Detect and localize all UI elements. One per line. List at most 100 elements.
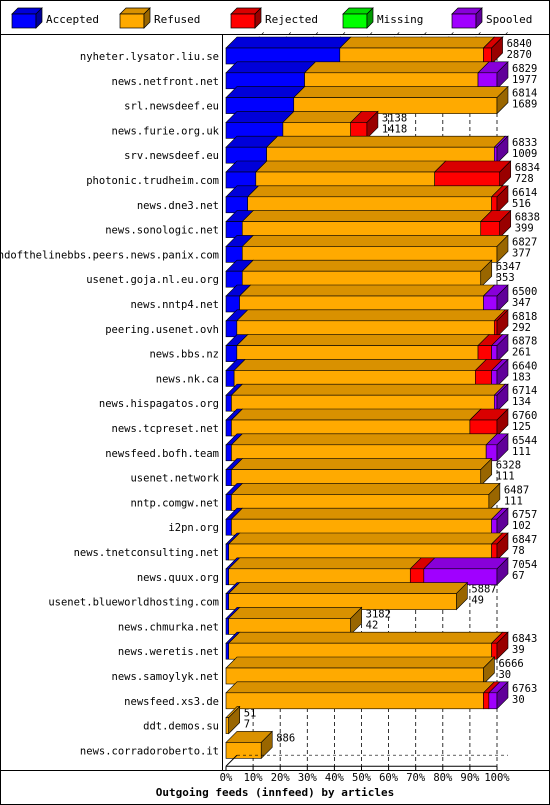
row-total: 6760 — [512, 410, 537, 422]
bar-end-face — [491, 36, 503, 65]
bar-row: 517 — [225, 705, 257, 735]
row-total: 6487 — [504, 484, 529, 496]
row-total: 6544 — [512, 435, 537, 447]
row-accepted: 1418 — [382, 123, 407, 135]
row-accepted: 1689 — [512, 99, 537, 111]
row-accepted: 7 — [244, 719, 250, 731]
bar-segment-accepted-top — [225, 111, 295, 123]
bar-segment-refused-top — [339, 36, 496, 49]
row-accepted: 111 — [504, 495, 523, 507]
bar-end-face — [366, 110, 379, 140]
bar-segment-refused-top — [230, 408, 482, 421]
bar-segment-refused-top — [265, 135, 507, 148]
row-accepted: 134 — [512, 396, 531, 408]
bar-segment-refused-top — [236, 309, 507, 322]
bar-segment-refused — [225, 742, 262, 759]
row-total: 6614 — [512, 187, 537, 199]
bar-segment-accepted — [225, 618, 230, 635]
row-accepted: 1977 — [512, 74, 537, 86]
row-accepted: 261 — [512, 347, 531, 359]
bar-segment-accepted-top — [225, 61, 317, 74]
bar-segment-rejected — [483, 692, 490, 710]
row-total: 6827 — [512, 236, 537, 248]
x-tick-label: 40% — [325, 772, 345, 784]
bar-segment-refused-top — [230, 458, 493, 470]
bar-segment-refused-top — [303, 61, 490, 74]
bar-end-face — [456, 581, 468, 611]
row-label: photonic.trudheim.com — [86, 175, 219, 187]
row-total: 6847 — [512, 534, 537, 546]
bar-segment-refused-top — [241, 259, 493, 272]
bar-segment-refused-top — [236, 334, 490, 346]
bar-segment-refused-top — [293, 86, 509, 98]
row-total: 6640 — [512, 360, 537, 372]
x-axis-depth — [225, 754, 238, 767]
bar-segment-refused-top — [233, 359, 488, 371]
row-total: 6829 — [512, 63, 537, 75]
row-accepted: 292 — [512, 322, 531, 334]
bar-end-face — [260, 730, 273, 760]
row-accepted: 353 — [496, 272, 515, 284]
legend-label: Rejected — [265, 13, 318, 26]
row-accepted: 30 — [512, 694, 525, 706]
legend-label: Accepted — [46, 13, 99, 26]
x-tick-label: 70% — [406, 772, 426, 784]
bar-segment-accepted — [225, 543, 230, 561]
legend-entry-missing: Missing — [342, 7, 423, 29]
row-label: news.corradoroberto.it — [80, 745, 219, 757]
row-accepted: 2870 — [507, 49, 532, 61]
row-label: news.bbs.nz — [149, 349, 219, 361]
row-accepted: 183 — [512, 371, 531, 383]
bar-end-face — [496, 333, 509, 363]
x-tick-label: 100% — [484, 772, 510, 784]
legend-label: Spooled — [486, 13, 532, 26]
row-label: ddt.demos.su — [143, 721, 219, 733]
row-total: 51 — [244, 708, 257, 720]
x-tick-label: 60% — [379, 772, 399, 784]
bar-segment-refused-top — [227, 582, 469, 594]
bar-segment-accepted — [225, 494, 232, 511]
bar-end-face — [496, 507, 509, 536]
row-label: news.netfront.net — [112, 76, 219, 88]
x-tick-label: 10% — [244, 772, 264, 784]
legend: Accepted Refused Rejected Missing Spooled — [11, 7, 532, 29]
chart-title: Outgoing feeds (innfeed) by articles — [156, 786, 394, 799]
bar-end-face — [496, 309, 509, 338]
bar-segment-refused-top — [230, 383, 507, 396]
bar-end-face — [496, 234, 509, 264]
bar-end-face — [228, 705, 241, 735]
row-label: usenet.goja.nl.eu.org — [86, 274, 219, 286]
bar-segment-refused-top — [282, 111, 363, 123]
bar-segment-refused-top — [225, 681, 496, 694]
row-accepted: 347 — [512, 297, 531, 309]
bar-end-face — [496, 383, 509, 412]
row-label: peering.usenet.ovh — [105, 324, 219, 336]
row-label: news.nk.ca — [156, 373, 219, 385]
row-accepted: 49 — [471, 595, 484, 607]
row-total: 6833 — [512, 137, 537, 149]
bar-row: 886 — [225, 730, 295, 760]
bar-segment-accepted — [225, 419, 232, 437]
row-total: 6834 — [515, 162, 540, 174]
row-accepted: 30 — [498, 669, 511, 681]
x-tick-label: 90% — [460, 772, 480, 784]
row-accepted: 1009 — [512, 148, 537, 160]
bar-segment-refused-top — [241, 235, 509, 247]
row-label: newsfeed.bofh.team — [105, 448, 219, 460]
row-accepted: 399 — [515, 223, 534, 235]
bar-segment-refused-top — [227, 557, 423, 570]
x-tick-label: 50% — [352, 772, 372, 784]
